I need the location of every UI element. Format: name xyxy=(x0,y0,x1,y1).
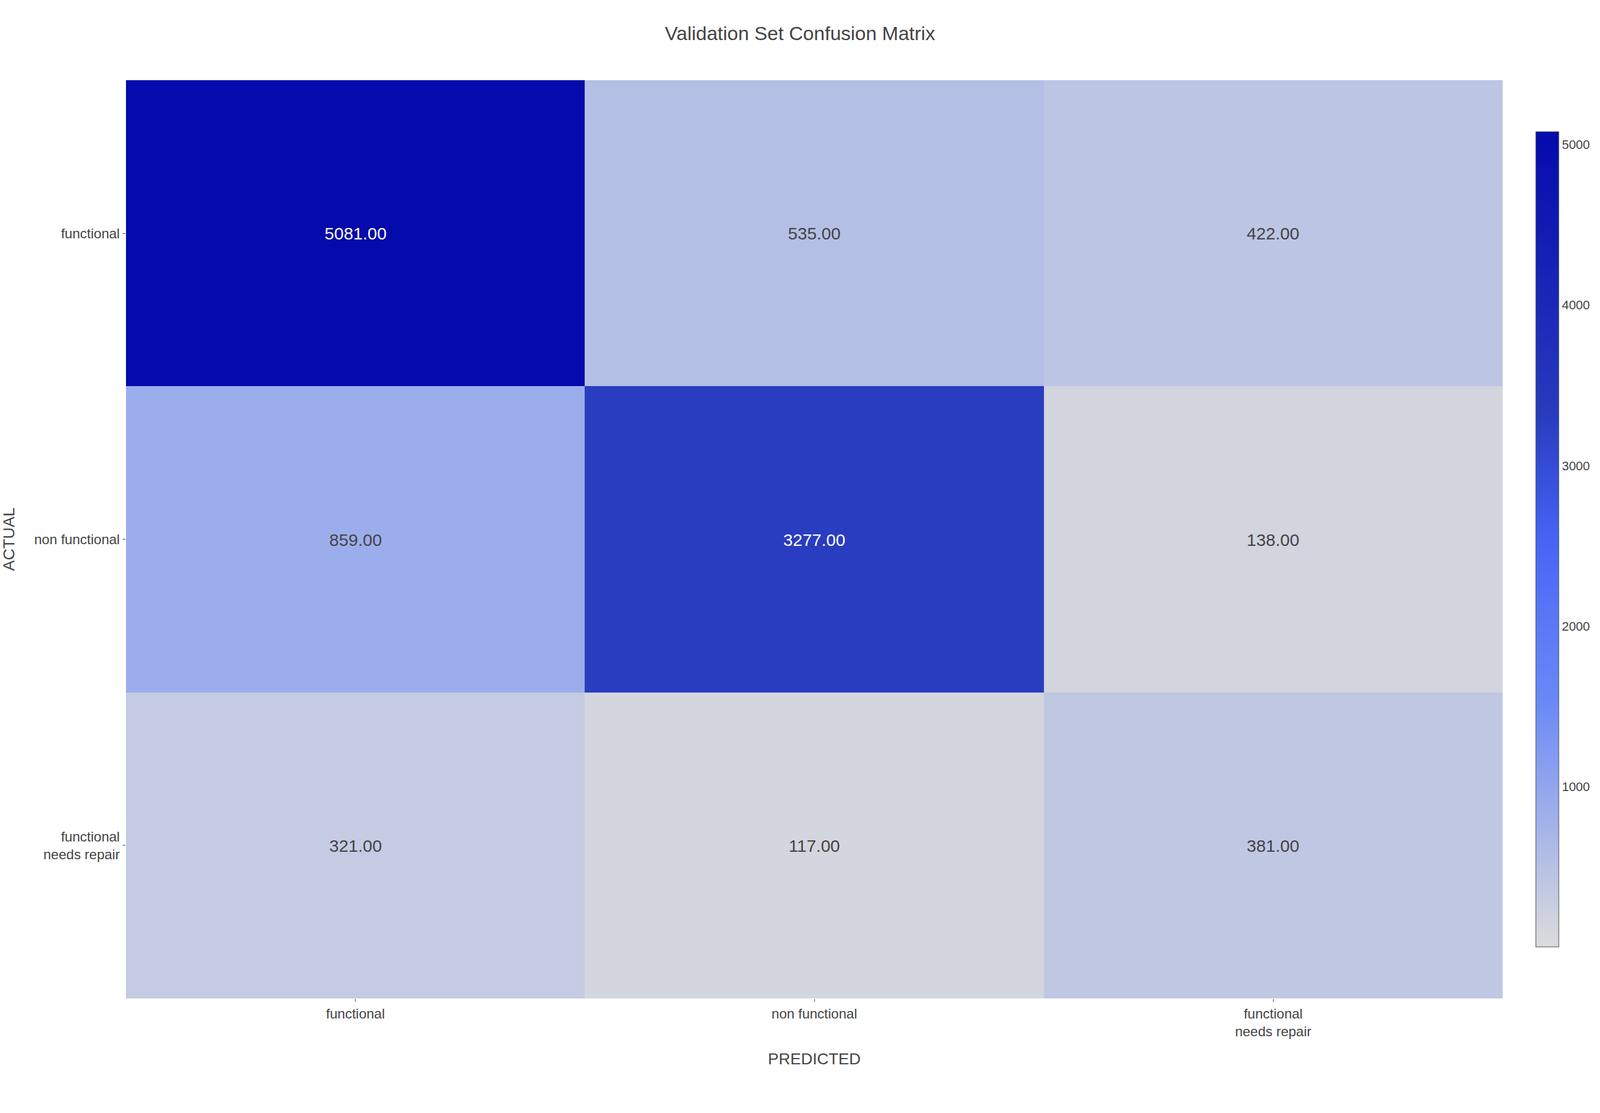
svg-text:859.00: 859.00 xyxy=(329,530,382,550)
svg-text:535.00: 535.00 xyxy=(787,223,841,243)
svg-text:functional: functional xyxy=(60,225,120,242)
svg-text:138.00: 138.00 xyxy=(1246,530,1300,550)
svg-text:non functional: non functional xyxy=(771,1005,857,1022)
svg-text:ACTUAL: ACTUAL xyxy=(0,507,18,571)
svg-text:1000: 1000 xyxy=(1561,779,1590,794)
svg-text:Validation Set Confusion Matri: Validation Set Confusion Matrix xyxy=(664,22,936,45)
svg-text:422.00: 422.00 xyxy=(1246,223,1300,243)
svg-text:non functional: non functional xyxy=(34,531,120,547)
svg-text:381.00: 381.00 xyxy=(1246,836,1300,855)
svg-text:functional: functional xyxy=(325,1005,385,1022)
svg-text:117.00: 117.00 xyxy=(788,836,841,855)
svg-text:5000: 5000 xyxy=(1561,137,1590,152)
svg-text:321.00: 321.00 xyxy=(329,836,382,855)
svg-text:3277.00: 3277.00 xyxy=(783,530,846,550)
svg-text:2000: 2000 xyxy=(1561,619,1590,634)
svg-text:5081.00: 5081.00 xyxy=(324,223,387,243)
svg-text:functionalneeds repair: functionalneeds repair xyxy=(43,828,120,862)
svg-text:PREDICTED: PREDICTED xyxy=(767,1049,861,1068)
svg-text:functionalneeds repair: functionalneeds repair xyxy=(1235,1005,1312,1039)
svg-text:3000: 3000 xyxy=(1561,458,1590,474)
svg-text:4000: 4000 xyxy=(1561,297,1590,313)
